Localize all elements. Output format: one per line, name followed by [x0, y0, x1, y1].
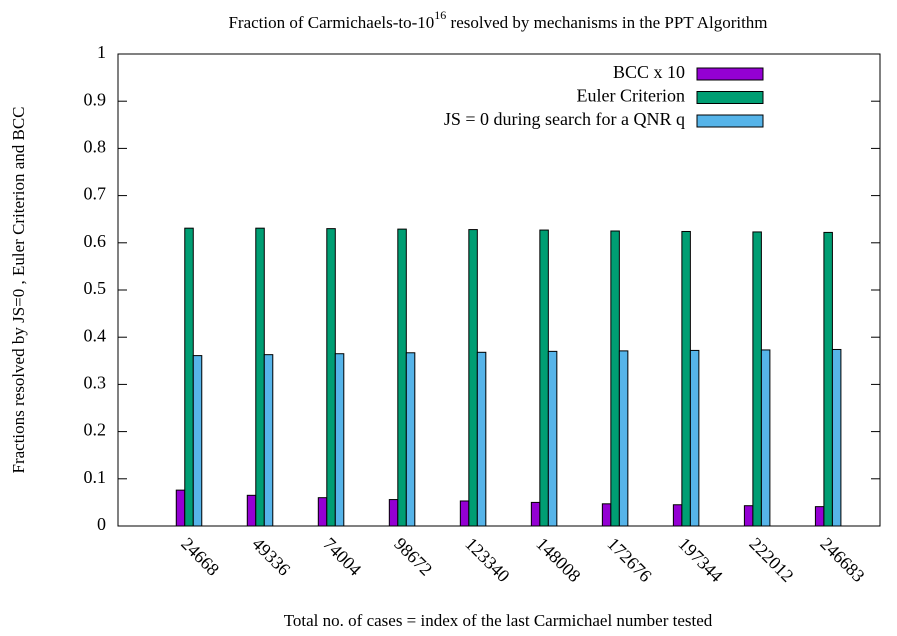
bar	[192, 355, 203, 527]
legend-label: JS = 0 during search for a QNR q	[444, 109, 685, 129]
bar	[760, 349, 771, 527]
y-tick-label: 0.2	[84, 420, 107, 440]
bar	[672, 504, 683, 527]
y-tick-label: 0.8	[84, 137, 107, 157]
y-tick-label: 0.5	[84, 278, 107, 298]
bar	[814, 506, 825, 527]
x-tick-label: 74004	[319, 534, 365, 580]
bar	[459, 500, 470, 527]
y-tick-label: 1	[97, 42, 106, 62]
plot-border	[117, 53, 881, 527]
y-axis-label: Fractions resolved by JS=0 , Euler Crite…	[9, 106, 28, 473]
y-tick-label: 0.7	[84, 184, 107, 204]
y-tick-label: 0.4	[84, 325, 107, 345]
bar	[184, 227, 194, 527]
bar	[539, 229, 549, 527]
bar	[246, 494, 257, 527]
bar	[255, 227, 265, 527]
bar	[175, 489, 186, 527]
bar	[618, 350, 629, 527]
title-sup: 16	[434, 8, 446, 22]
bar	[334, 353, 345, 527]
title-part: resolved by mechanisms in the PPT Algori…	[446, 13, 767, 32]
bar	[405, 352, 416, 527]
legend-label: BCC x 10	[613, 62, 685, 82]
y-tick-label: 0.6	[84, 231, 107, 251]
bar	[743, 505, 754, 527]
y-tick-label: 0.1	[84, 467, 107, 487]
y-tick-label: 0	[97, 514, 106, 534]
x-tick-label: 172676	[603, 534, 655, 586]
y-tick-label: 0.3	[84, 373, 107, 393]
bar	[689, 349, 700, 527]
bar	[601, 503, 612, 527]
x-tick-label: 197344	[674, 534, 726, 586]
bar	[547, 350, 558, 527]
bar	[476, 351, 487, 527]
y-tick-label: 0.9	[84, 89, 107, 109]
x-tick-label: 246683	[816, 534, 868, 586]
x-tick-label: 222012	[745, 534, 797, 586]
legend-swatch	[696, 67, 764, 81]
bar	[681, 230, 691, 527]
legend-swatch	[696, 91, 764, 104]
title-part: Fraction of Carmichaels-to-10	[228, 13, 434, 32]
x-tick-label: 24668	[177, 534, 223, 580]
bar	[752, 231, 762, 527]
bar	[326, 228, 336, 527]
bar	[823, 231, 833, 527]
x-axis-label: Total no. of cases = index of the last C…	[284, 611, 713, 630]
bar	[397, 228, 407, 527]
bar	[317, 497, 328, 527]
bar	[831, 348, 842, 527]
x-tick-label: 148008	[532, 534, 584, 586]
bar	[263, 354, 274, 527]
x-tick-label: 123340	[461, 534, 513, 586]
bar	[610, 230, 620, 527]
legend-label: Euler Criterion	[577, 86, 685, 106]
chart-title: Fraction of Carmichaels-to-1016 resolved…	[228, 8, 767, 32]
x-tick-label: 49336	[248, 534, 294, 580]
bar	[388, 499, 399, 527]
legend-swatch	[696, 114, 764, 128]
bar	[468, 229, 478, 527]
bar	[530, 501, 541, 527]
x-tick-label: 98672	[390, 534, 436, 580]
